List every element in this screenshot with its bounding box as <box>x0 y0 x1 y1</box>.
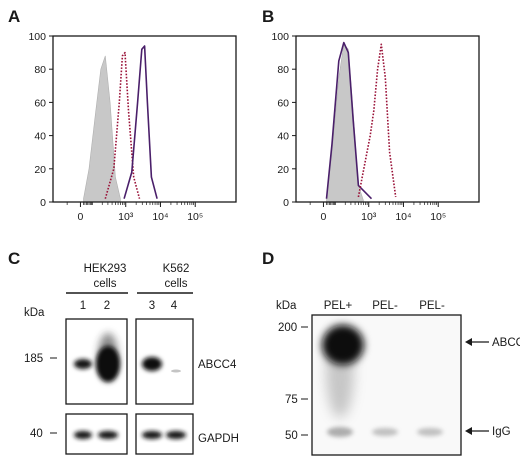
panel-label-d: D <box>262 249 274 268</box>
histogram-b: 0 20 40 60 80 100 0 10³ 10⁴ 10⁵ <box>271 31 480 223</box>
histogram-a-dotted <box>104 51 141 199</box>
lane-4-label: 4 <box>171 300 178 312</box>
y-tick-label-b-100: 100 <box>271 31 289 43</box>
blot-c-top-k562 <box>135 318 194 405</box>
marker-40-c: 40 <box>30 428 43 440</box>
x-tick-label-b-0: 0 <box>321 211 327 223</box>
y-tick-label-a-60: 60 <box>34 97 46 109</box>
histogram-b-frame <box>295 35 480 203</box>
band-lane2-abcc4 <box>96 346 120 382</box>
blot-c-bottom-hek293 <box>65 413 128 455</box>
band-lane1-gapdh <box>74 431 92 439</box>
band-lane4-abcc4 <box>171 369 181 373</box>
panel-label-c: C <box>8 249 20 268</box>
group-hek293-sub: cells <box>93 278 116 290</box>
lane-pel-neg1-label: PEL- <box>372 300 398 312</box>
lane-pel-neg2-label: PEL- <box>419 300 445 312</box>
protein-abcc4-c: ABCC4 <box>198 359 237 371</box>
x-tick-label-a-3: 10⁵ <box>187 211 203 223</box>
x-tick-label-a-2: 10⁴ <box>152 211 168 223</box>
y-tick-label-a-40: 40 <box>34 131 46 143</box>
arrow-igg-head <box>465 427 472 435</box>
y-tick-label-a-80: 80 <box>34 64 46 76</box>
band-pel-pos-igg <box>327 427 353 437</box>
band-pel-neg2-igg <box>417 428 443 436</box>
x-tick-label-a-0: 0 <box>78 211 84 223</box>
histogram-a-frame <box>52 35 237 203</box>
band-lane3-abcc4 <box>142 357 162 371</box>
band-lane2-gapdh <box>98 431 118 439</box>
marker-75-d: 75 <box>285 394 298 406</box>
group-hek293-label: HEK293 <box>84 263 127 275</box>
band-pel-neg1-igg <box>372 428 398 436</box>
blot-c-bottom-k562 <box>135 413 194 455</box>
group-k562-sub: cells <box>164 278 187 290</box>
lane-1-label: 1 <box>80 300 86 312</box>
x-tick-label-a-1: 10³ <box>118 211 134 223</box>
y-tick-label-a-100: 100 <box>28 31 46 43</box>
y-tick-label-b-40: 40 <box>277 131 289 143</box>
panel-label-b: B <box>262 7 274 26</box>
band-lane4-gapdh <box>166 431 186 439</box>
marker-185-c: 185 <box>24 353 43 365</box>
group-k562-label: K562 <box>163 263 190 275</box>
band-pel-pos-abcc4 <box>322 325 364 365</box>
x-tick-label-b-1: 10³ <box>361 211 377 223</box>
blot-c-top-hek293 <box>65 318 128 405</box>
y-tick-label-b-80: 80 <box>277 64 289 76</box>
protein-igg-d: IgG <box>492 426 511 438</box>
histogram-a-solid <box>123 45 158 199</box>
y-tick-label-a-0: 0 <box>40 197 46 209</box>
kda-label-c: kDa <box>24 307 45 319</box>
lane-pel-pos-label: PEL+ <box>324 300 353 312</box>
histogram-b-dotted <box>357 43 397 198</box>
y-tick-label-b-60: 60 <box>277 97 289 109</box>
marker-200-d: 200 <box>278 322 297 334</box>
protein-abcc4-d: ABCC4 <box>492 337 520 349</box>
histogram-a-filled-gray <box>83 55 121 203</box>
lane-3-label: 3 <box>149 300 155 312</box>
western-blot-c: HEK293 cells K562 cells 1 2 3 4 kDa 185 … <box>24 263 239 455</box>
y-tick-label-b-20: 20 <box>277 164 289 176</box>
lane-2-label: 2 <box>104 300 110 312</box>
kda-label-d: kDa <box>276 300 297 312</box>
arrow-abcc4-head <box>465 338 472 346</box>
protein-gapdh-c: GAPDH <box>198 433 239 445</box>
y-tick-label-b-0: 0 <box>283 197 289 209</box>
band-lane3-gapdh <box>142 431 162 439</box>
x-tick-label-b-3: 10⁵ <box>430 211 446 223</box>
histogram-b-solid <box>325 41 373 200</box>
western-blot-d: kDa PEL+ PEL- PEL- 200 75 50 ABCC4 IgG <box>276 300 520 456</box>
band-lane1-abcc4 <box>74 359 92 369</box>
marker-50-d: 50 <box>285 430 298 442</box>
histogram-a: 0 20 40 60 80 100 0 10³ 10⁴ 10⁵ <box>28 31 237 223</box>
panel-label-a: A <box>8 7 20 26</box>
x-tick-label-b-2: 10⁴ <box>395 211 411 223</box>
y-tick-label-a-20: 20 <box>34 164 46 176</box>
